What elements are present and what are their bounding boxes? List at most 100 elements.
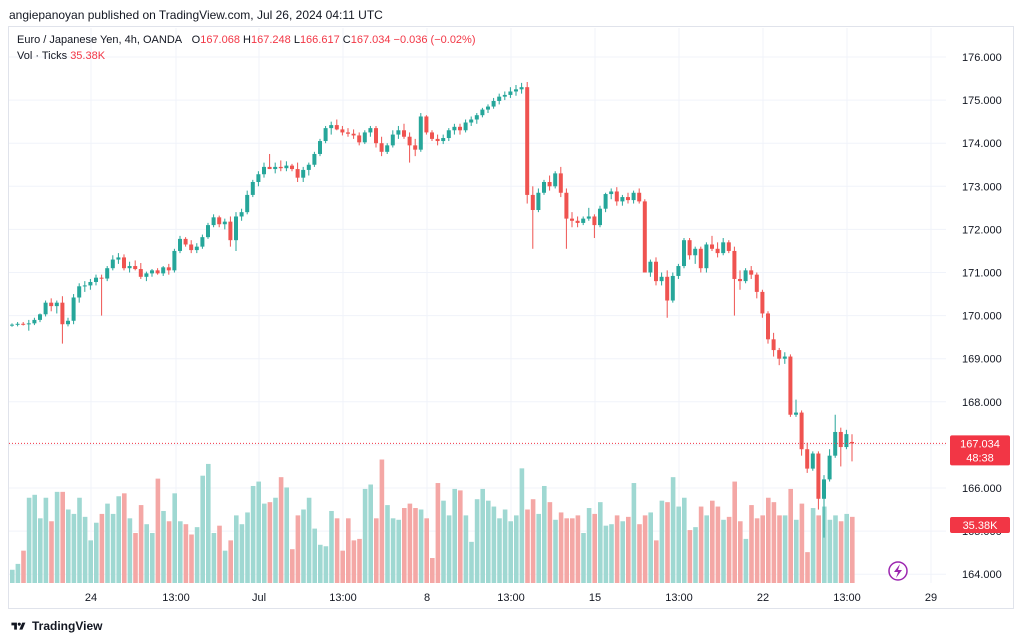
high-label: H bbox=[243, 34, 251, 46]
candle-body bbox=[133, 266, 138, 270]
volume-bar bbox=[547, 502, 553, 583]
volume-bar bbox=[816, 515, 821, 583]
volume-bar bbox=[766, 497, 771, 583]
candle-body bbox=[155, 270, 160, 274]
volume-bar bbox=[43, 497, 49, 583]
candle-body bbox=[754, 274, 759, 292]
volume-bar bbox=[239, 524, 245, 583]
volume-bar bbox=[463, 515, 469, 583]
candle-body bbox=[603, 194, 608, 209]
candle-body bbox=[407, 136, 412, 146]
candle-body bbox=[334, 125, 339, 130]
volume-title[interactable]: Vol · Ticks bbox=[17, 50, 68, 62]
volume-bar bbox=[82, 516, 88, 583]
time-tick-label: 13:00 bbox=[329, 592, 357, 604]
candle-body bbox=[323, 128, 328, 142]
candle-body bbox=[586, 216, 591, 219]
candle-body bbox=[553, 173, 558, 187]
candle-body bbox=[799, 412, 804, 450]
volume-bar bbox=[581, 533, 586, 583]
volume-bar bbox=[514, 515, 519, 583]
time-tick-label: 22 bbox=[757, 592, 769, 604]
candle-body bbox=[82, 285, 87, 287]
volume-bar bbox=[278, 477, 284, 583]
volume-bar bbox=[150, 533, 155, 583]
price-tick-label: 172.000 bbox=[962, 224, 1002, 236]
volume-bar bbox=[155, 478, 161, 583]
candles bbox=[10, 81, 854, 538]
candle-body bbox=[116, 257, 121, 260]
candle-body bbox=[732, 250, 737, 279]
volume-bar bbox=[424, 518, 429, 583]
candle-body bbox=[402, 130, 406, 137]
volume-bar bbox=[698, 506, 704, 583]
candle-body bbox=[245, 194, 250, 213]
candle-body bbox=[693, 248, 698, 256]
candle-body bbox=[491, 100, 496, 107]
volume-bar bbox=[413, 508, 418, 583]
candle-body bbox=[301, 169, 306, 178]
volume-bar bbox=[603, 525, 609, 583]
candle-body bbox=[743, 270, 748, 282]
volume-bar bbox=[782, 515, 788, 583]
countdown-tag: 48:38 bbox=[966, 452, 994, 464]
candle-body bbox=[654, 261, 658, 282]
volume-bar bbox=[77, 497, 82, 583]
candle-body bbox=[178, 238, 182, 251]
candle-body bbox=[480, 109, 485, 116]
volume-bars bbox=[10, 459, 855, 583]
volume-bar bbox=[178, 521, 183, 583]
open-value: 167.068 bbox=[200, 34, 240, 46]
brand-name: TradingView bbox=[32, 619, 103, 633]
volume-bar bbox=[105, 503, 110, 583]
candle-body bbox=[721, 242, 726, 254]
volume-bar bbox=[844, 513, 849, 583]
volume-bar bbox=[519, 468, 525, 583]
volume-bar bbox=[754, 518, 760, 583]
time-axis[interactable]: 24 13:00 Jul 13:00 8 13:00 15 13:00 22 13:00 29 bbox=[85, 592, 937, 604]
volume-bar bbox=[676, 506, 681, 583]
volume-bar bbox=[670, 477, 676, 583]
candle-body bbox=[458, 126, 462, 131]
volume-bar bbox=[760, 515, 765, 583]
volume-bar bbox=[267, 502, 273, 583]
volume-bar bbox=[715, 506, 721, 583]
candle-body bbox=[581, 218, 586, 223]
price-axis[interactable]: 164.000165.000166.000167.000168.000169.0… bbox=[962, 52, 1002, 581]
price-tick-label: 170.000 bbox=[962, 311, 1002, 323]
volume-bar bbox=[592, 513, 597, 583]
lightning-icon[interactable] bbox=[888, 561, 908, 581]
volume-bar bbox=[250, 485, 256, 583]
candle-body bbox=[726, 242, 731, 251]
volume-bar bbox=[396, 519, 401, 583]
candle-body bbox=[418, 116, 423, 150]
volume-bar bbox=[122, 493, 127, 583]
volume-bar bbox=[206, 463, 211, 583]
low-label: L bbox=[293, 34, 300, 46]
volume-bar bbox=[144, 524, 149, 583]
candle-body bbox=[222, 221, 227, 225]
candle-body bbox=[474, 115, 479, 120]
volume-bar bbox=[430, 558, 435, 583]
candle-body bbox=[542, 181, 546, 193]
volume-bar bbox=[110, 513, 116, 583]
close-label: C bbox=[342, 34, 351, 46]
candle-body bbox=[396, 130, 401, 135]
volume-bar bbox=[374, 518, 379, 583]
footer-brand[interactable]: TradingView bbox=[10, 619, 102, 633]
volume-bar bbox=[810, 508, 816, 583]
candle-body bbox=[810, 453, 815, 469]
symbol-title[interactable]: Euro / Japanese Yen, 4h, OANDA bbox=[17, 34, 182, 46]
price-tick-label: 166.000 bbox=[962, 483, 1002, 495]
candle-body bbox=[435, 138, 440, 142]
volume-bar bbox=[452, 488, 457, 583]
volume-bar bbox=[222, 550, 228, 583]
volume-bar bbox=[211, 533, 217, 583]
volume-bar bbox=[654, 540, 659, 583]
volume-bar bbox=[822, 506, 827, 583]
volume-tag: 35.38K bbox=[963, 520, 999, 532]
candle-body bbox=[127, 266, 132, 269]
volume-bar bbox=[234, 515, 239, 583]
volume-bar bbox=[827, 519, 833, 583]
